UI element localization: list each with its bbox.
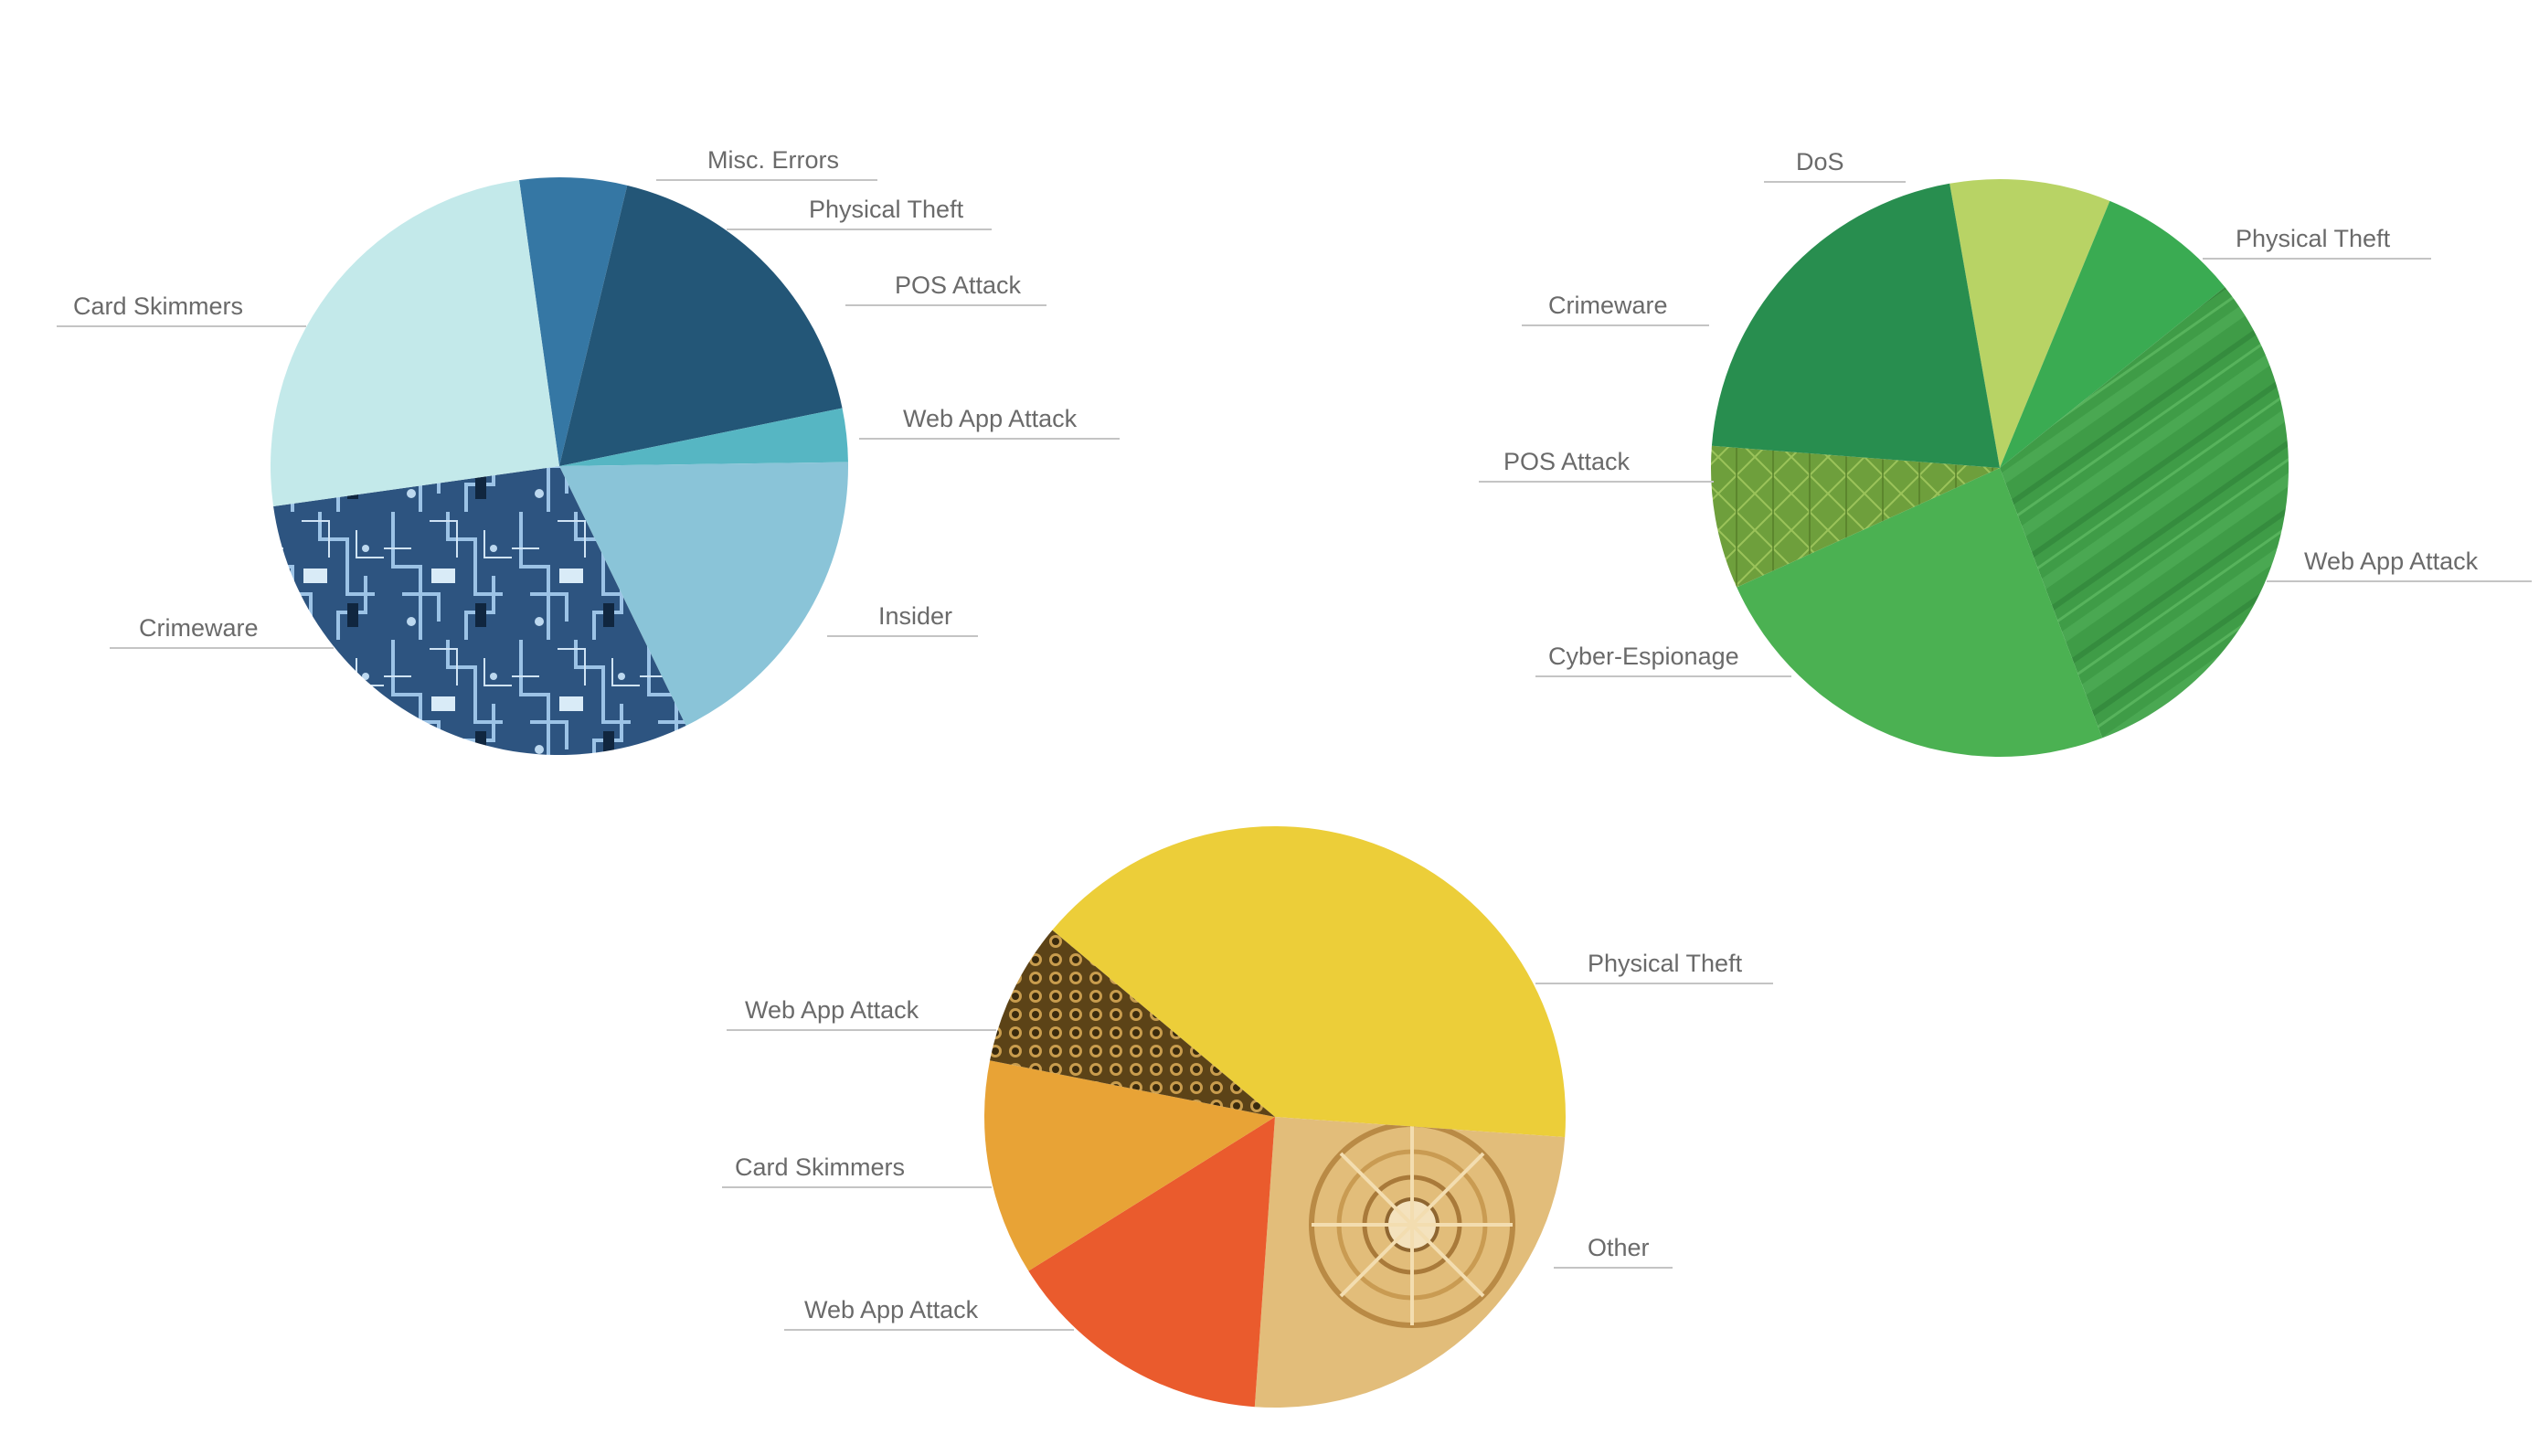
- pie-2-slice-physical-theft: [2000, 200, 2226, 468]
- pie-3-label-physical-theft: Physical Theft: [1588, 950, 1743, 977]
- pie-3-label-card-skimmers: Card Skimmers: [735, 1153, 905, 1181]
- pie-chart-3: Physical Theft Web App Attack Card Skimmer…: [722, 825, 1773, 1408]
- pie-1-label-misc-errors: Misc. Errors: [707, 146, 839, 174]
- pie-1-slice-card-skimmers: [271, 180, 559, 506]
- pie-1-label-physical-theft: Physical Theft: [809, 196, 964, 223]
- pie-1-label-card-skimmers: Card Skimmers: [73, 292, 243, 320]
- pie-2-label-physical-theft: Physical Theft: [2236, 225, 2391, 252]
- pie-3-slice-web-app-attack: [1028, 1117, 1275, 1408]
- pie-3-label-web-app-attack: Web App Attack: [804, 1296, 979, 1323]
- pie-chart-2: DoS Physical Theft Web App Attack Cyber-Esp…: [1479, 148, 2532, 757]
- pie-chart-1: Misc. Errors Physical Theft POS Attack Web …: [57, 146, 1120, 756]
- pie-1-slice-web-app-attack: [559, 408, 848, 466]
- pie-3-label-web-app-attack: Web App Attack: [745, 996, 919, 1024]
- pie-3-label-other: Other: [1588, 1234, 1650, 1261]
- pie-2-slice-pos-attack: [1710, 445, 2000, 588]
- pie-3-slice-physical-theft: [1052, 825, 1567, 1138]
- pie-2-label-cyber-espionage: Cyber-Espionage: [1548, 643, 1739, 670]
- pie-2-slice-crimeware: [1711, 183, 2000, 469]
- pie-1-slice-misc-errors: [519, 177, 628, 467]
- pie-2-label-pos-attack: POS Attack: [1503, 448, 1631, 475]
- pie-1-label-insider: Insider: [878, 602, 952, 630]
- pie-2-label-crimeware: Crimeware: [1548, 292, 1668, 319]
- pie-2-slice-cyber-espionage: [1737, 468, 2103, 757]
- pie-3-slice-other: [1254, 1117, 1566, 1408]
- charts-root: Misc. Errors Physical Theft POS Attack Web …: [57, 146, 2532, 1408]
- pie-1-slice-crimeware: [273, 466, 686, 756]
- pie-2-slice-web-app-attack: [2000, 286, 2289, 739]
- pie-1-label-pos-attack: POS Attack: [895, 271, 1022, 299]
- pie-2-label-dos: DoS: [1796, 148, 1844, 175]
- pie-3-slice-card-skimmers: [984, 1060, 1275, 1271]
- pie-1-slice-physical-theft: [559, 185, 843, 467]
- pie-1-slice-insider: [559, 462, 849, 727]
- pie-1-label-crimeware: Crimeware: [139, 614, 259, 642]
- pie-2-label-web-app-attack: Web App Attack: [2304, 547, 2479, 575]
- pie-2-slice-dos: [1949, 178, 2110, 468]
- pie-3-slice-web-app-attack: [990, 930, 1275, 1117]
- pie-1-label-web-app-attack: Web App Attack: [903, 405, 1078, 432]
